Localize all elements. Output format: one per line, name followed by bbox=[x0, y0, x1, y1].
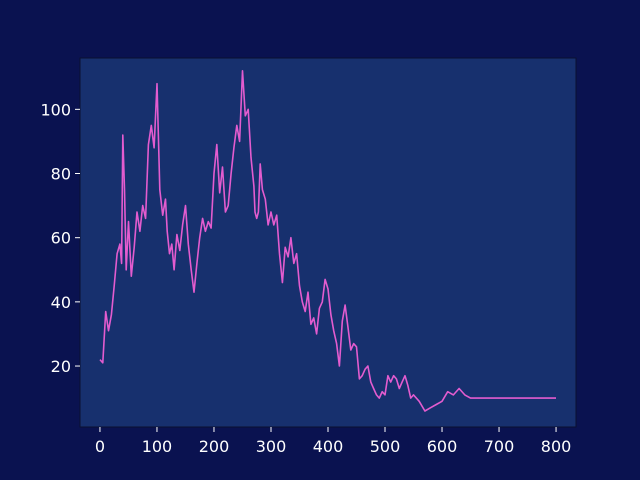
series-layer bbox=[99, 70, 557, 412]
axis-ticks: 0 100 200 300 400 500 600 700 800 20 40 60 80 100 bbox=[40, 100, 571, 456]
x-tick-label: 0 bbox=[95, 437, 105, 456]
x-tick-label: 300 bbox=[256, 437, 287, 456]
y-tick-label: 80 bbox=[51, 165, 71, 184]
x-tick-label: 600 bbox=[427, 437, 458, 456]
x-tick-label: 100 bbox=[142, 437, 173, 456]
x-tick-label: 200 bbox=[199, 437, 230, 456]
y-tick-label: 20 bbox=[51, 357, 71, 376]
y-tick-label: 40 bbox=[51, 293, 71, 312]
y-tick-label: 100 bbox=[40, 100, 71, 119]
y-tick-label: 60 bbox=[51, 229, 71, 248]
x-tick-label: 800 bbox=[541, 437, 572, 456]
x-tick-label: 700 bbox=[484, 437, 515, 456]
plot-area bbox=[79, 57, 577, 428]
x-tick-label: 400 bbox=[313, 437, 344, 456]
x-tick-label: 500 bbox=[370, 437, 401, 456]
